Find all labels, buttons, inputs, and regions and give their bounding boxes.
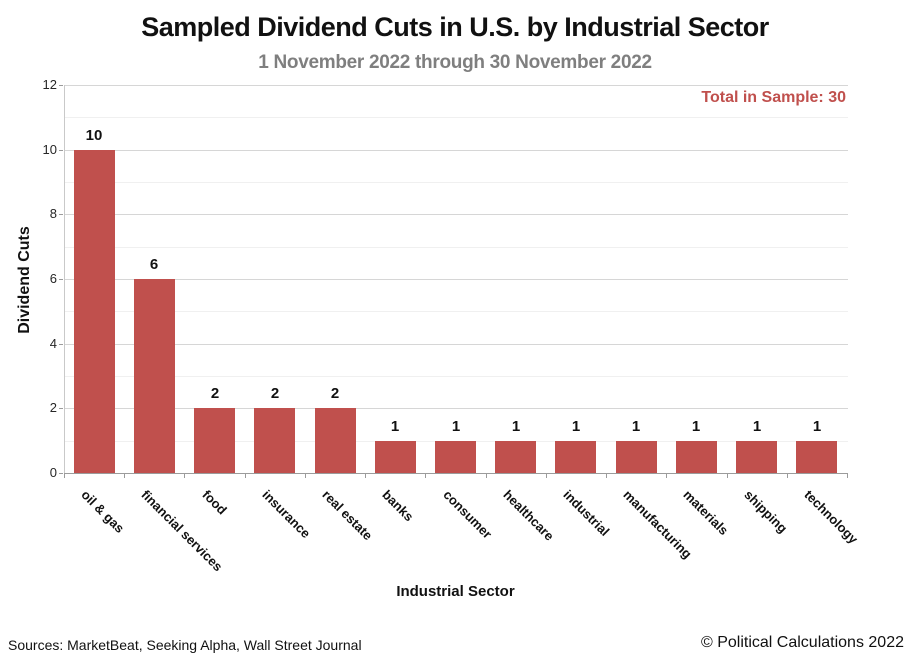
footer-copyright: © Political Calculations 2022 — [700, 634, 904, 651]
x-category-label: industrial — [560, 487, 613, 539]
major-gridline — [65, 279, 848, 280]
x-category-label: materials — [680, 487, 732, 538]
minor-gridline — [65, 376, 848, 377]
y-tick-mark — [59, 473, 63, 474]
x-category-label: insurance — [259, 487, 314, 542]
y-tick-mark — [59, 344, 63, 345]
y-tick-mark — [59, 150, 63, 151]
footer-sources: Sources: MarketBeat, Seeking Alpha, Wall… — [8, 637, 362, 653]
minor-gridline — [65, 182, 848, 183]
x-category-label: shipping — [741, 487, 791, 536]
chart-subtitle: 1 November 2022 through 30 November 2022 — [258, 52, 652, 73]
x-category-label: banks — [379, 487, 417, 525]
x-axis-title: Industrial Sector — [396, 583, 515, 600]
y-axis-title: Dividend Cuts — [16, 226, 33, 334]
minor-gridline — [65, 117, 848, 118]
minor-gridline — [65, 311, 848, 312]
x-category-label: oil & gas — [78, 487, 128, 536]
x-category-label: manufacturing — [620, 487, 695, 562]
major-gridline — [65, 214, 848, 215]
chart-title: Sampled Dividend Cuts in U.S. by Industr… — [141, 12, 769, 42]
minor-gridline — [65, 247, 848, 248]
x-category-label: technology — [801, 487, 862, 547]
plot-area — [64, 85, 848, 474]
x-category-label: real estate — [319, 487, 376, 544]
y-tick-mark — [59, 85, 63, 86]
major-gridline — [65, 150, 848, 151]
x-category-label: consumer — [440, 487, 495, 542]
y-tick-mark — [59, 214, 63, 215]
y-tick-mark — [59, 408, 63, 409]
major-gridline — [65, 85, 848, 86]
y-tick-mark — [59, 279, 63, 280]
x-category-label: financial services — [138, 487, 226, 575]
minor-gridline — [65, 441, 848, 442]
major-gridline — [65, 344, 848, 345]
major-gridline — [65, 408, 848, 409]
total-in-sample-annotation: Total in Sample: 30 — [701, 89, 846, 106]
x-category-label: healthcare — [500, 487, 557, 544]
x-category-label: food — [199, 487, 230, 518]
